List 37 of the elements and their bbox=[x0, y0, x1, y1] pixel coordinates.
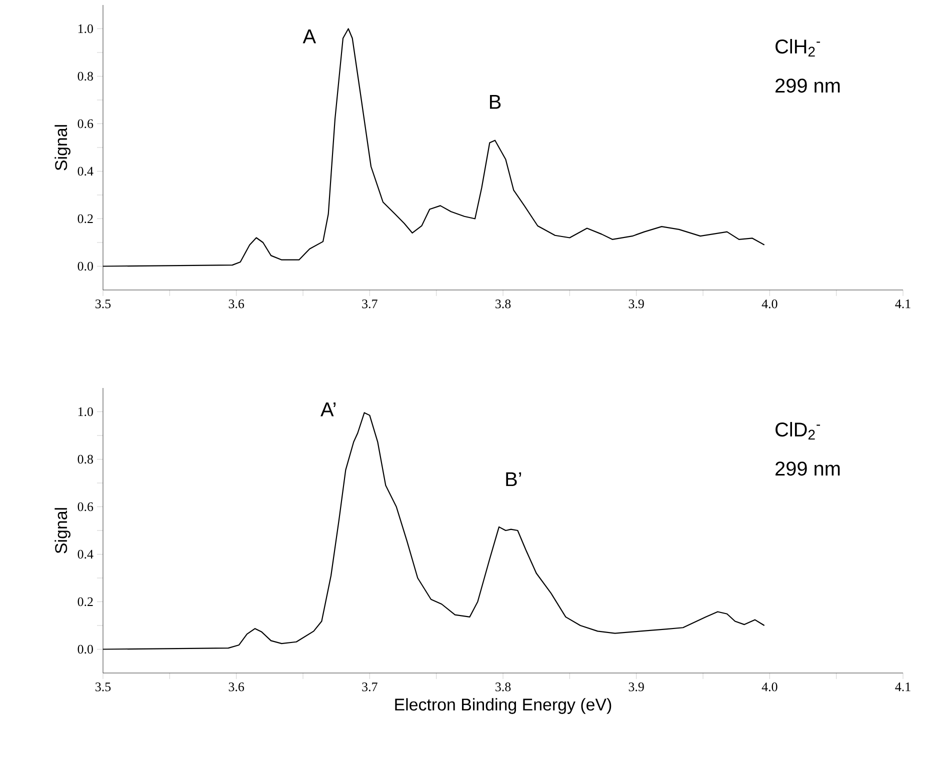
x-tick-label: 3.7 bbox=[362, 300, 378, 308]
y-axis-title: Signal bbox=[54, 508, 70, 554]
annotation: 299 nm bbox=[776, 462, 840, 476]
x-tick-label: 4.1 bbox=[895, 682, 910, 692]
y-tick-label: 0.8 bbox=[78, 454, 93, 464]
x-tick-label: 3.5 bbox=[96, 682, 111, 692]
x-tick-label: 3.6 bbox=[228, 682, 244, 692]
x-tick-label: 4.0 bbox=[762, 682, 778, 692]
x-tick-label: 4.1 bbox=[895, 300, 910, 308]
y-tick-label: 0.4 bbox=[78, 166, 94, 176]
x-tick-label: 3.9 bbox=[628, 682, 644, 692]
annotation: ClH$_{2}$- bbox=[776, 38, 820, 57]
x-tick-label: 4.0 bbox=[762, 300, 778, 308]
annotation: 299 nm bbox=[776, 78, 840, 93]
y-tick-label: 1.0 bbox=[78, 24, 93, 34]
y-tick-label: 0.8 bbox=[78, 72, 93, 81]
y-tick-label: 1.0 bbox=[78, 407, 93, 416]
y-tick-label: 0.6 bbox=[78, 502, 94, 512]
annotation: B bbox=[490, 95, 501, 109]
x-tick-label: 3.6 bbox=[228, 300, 244, 308]
y-tick-label: 0.2 bbox=[78, 214, 93, 224]
annotation: ClD$_{2}$- bbox=[776, 422, 820, 440]
x-tick-label: 3.5 bbox=[96, 300, 111, 308]
annotation: A’ bbox=[320, 402, 336, 416]
annotation: A bbox=[302, 29, 316, 44]
x-axis-title: Electron Binding Energy (eV) bbox=[395, 698, 612, 714]
y-tick-label: 0.2 bbox=[78, 597, 93, 606]
y-tick-label: 0.6 bbox=[78, 119, 94, 128]
x-tick-label: 3.8 bbox=[496, 300, 511, 308]
x-tick-label: 3.7 bbox=[362, 682, 378, 692]
x-tick-label: 3.9 bbox=[628, 300, 644, 308]
y-axis-title: Signal bbox=[54, 125, 70, 170]
x-tick-label: 3.8 bbox=[496, 682, 511, 692]
annotation: B’ bbox=[506, 472, 522, 486]
y-tick-label: 0.4 bbox=[78, 550, 94, 559]
y-tick-label: 0.0 bbox=[78, 262, 93, 271]
y-tick-label: 0.0 bbox=[78, 644, 93, 654]
